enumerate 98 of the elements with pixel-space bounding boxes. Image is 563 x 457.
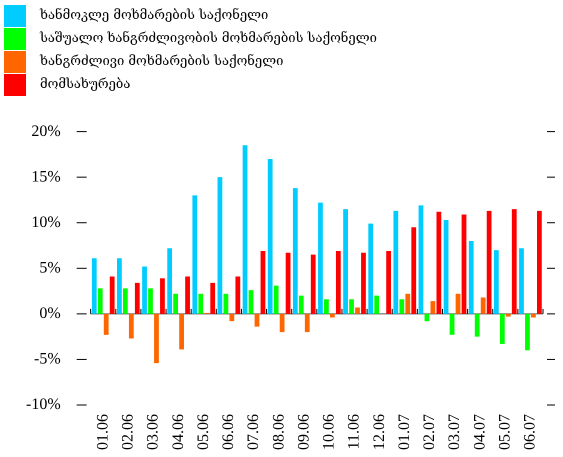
bar — [336, 250, 341, 314]
x-tick-label: 06.06 — [220, 414, 238, 450]
bar — [424, 314, 430, 322]
bar — [418, 205, 424, 314]
x-tick-label: 03.06 — [144, 414, 162, 450]
legend-label: ხანმოკლე მოხმარების საქონელი — [40, 8, 268, 23]
bar — [286, 252, 290, 314]
y-tick-label: -10% — [26, 396, 61, 414]
x-tick-label: 02.06 — [120, 414, 137, 450]
bar — [368, 224, 374, 314]
bar — [310, 254, 316, 314]
bar — [486, 210, 492, 314]
bar — [122, 288, 128, 314]
legend-label: საშუალო ხანგრძლივობის მოხმარების საქონელი — [40, 31, 377, 46]
bar — [268, 158, 273, 314]
bar — [462, 214, 466, 314]
x-tick-label: 04.06 — [170, 414, 187, 450]
x-tick-label: 06.07 — [522, 414, 539, 450]
bar — [210, 282, 216, 314]
x-tick-label: 01.07 — [396, 414, 413, 450]
bar — [242, 145, 248, 314]
bar — [361, 252, 366, 314]
bar — [324, 299, 329, 314]
bar — [160, 278, 165, 314]
bar — [531, 314, 536, 318]
bar — [104, 314, 109, 335]
bar — [318, 202, 323, 314]
bar — [494, 250, 499, 314]
bar — [185, 276, 190, 314]
x-tick-label: 05.06 — [194, 414, 212, 450]
y-tick-label: 20% — [31, 122, 61, 140]
bar — [386, 250, 391, 314]
bar — [393, 210, 398, 314]
bar — [456, 294, 460, 314]
bar — [192, 195, 198, 314]
bar — [92, 258, 97, 314]
bar — [148, 288, 153, 314]
y-tick-label: 5% — [39, 260, 61, 277]
bar — [436, 212, 442, 314]
bar — [304, 314, 310, 332]
bar — [229, 314, 234, 322]
bar — [330, 314, 335, 318]
bar — [98, 288, 103, 314]
bar — [480, 297, 486, 314]
bar — [399, 299, 404, 314]
x-tick-label: 08.06 — [270, 414, 288, 450]
bar — [142, 266, 147, 314]
x-tick-label: 09.06 — [295, 414, 312, 450]
bar — [450, 314, 454, 335]
bar — [343, 209, 348, 314]
bar — [179, 314, 184, 350]
bar — [248, 290, 254, 314]
bar — [154, 314, 159, 364]
x-tick-label: 12.06 — [370, 414, 388, 450]
bar — [218, 177, 222, 314]
bar — [167, 248, 172, 314]
bar — [235, 276, 240, 314]
bar — [254, 314, 260, 327]
bar — [411, 227, 416, 314]
x-tick-label: 04.07 — [471, 414, 488, 450]
bar — [444, 220, 448, 314]
bar — [405, 294, 410, 314]
bar — [474, 314, 480, 337]
bar — [430, 301, 436, 314]
x-tick-label: 07.06 — [245, 414, 262, 450]
y-tick-label: -5% — [34, 350, 61, 368]
x-tick-label: 05.07 — [496, 414, 514, 450]
bar — [198, 294, 204, 314]
bar — [468, 240, 474, 314]
bar — [500, 314, 505, 344]
x-tick-label: 01.06 — [94, 414, 112, 450]
bar — [173, 294, 178, 314]
bar — [260, 250, 266, 314]
x-tick-label: 11.06 — [346, 414, 363, 450]
bar — [349, 299, 354, 314]
legend-label: მომსახურება — [40, 77, 130, 92]
bar — [280, 314, 285, 332]
bar — [512, 209, 517, 314]
bar — [525, 314, 530, 350]
bar — [519, 248, 524, 314]
y-tick-label: 0% — [39, 305, 61, 322]
bar — [117, 258, 122, 314]
x-tick-label: 10.06 — [320, 414, 338, 450]
x-tick-label: 03.07 — [446, 414, 464, 450]
bar — [274, 286, 279, 314]
y-tick-label: 15% — [31, 168, 61, 186]
legend-label: ხანგრძლივი მოხმარების საქონელი — [40, 54, 284, 69]
bar — [134, 282, 140, 314]
x-tick-label: 02.07 — [421, 414, 438, 450]
bar — [355, 307, 360, 314]
bar — [224, 294, 228, 314]
bar — [110, 276, 115, 314]
bar — [128, 314, 134, 338]
bar — [298, 296, 304, 314]
bar — [292, 188, 298, 314]
y-tick-label: 10% — [31, 214, 61, 231]
bar — [537, 210, 542, 314]
bar — [374, 296, 380, 314]
